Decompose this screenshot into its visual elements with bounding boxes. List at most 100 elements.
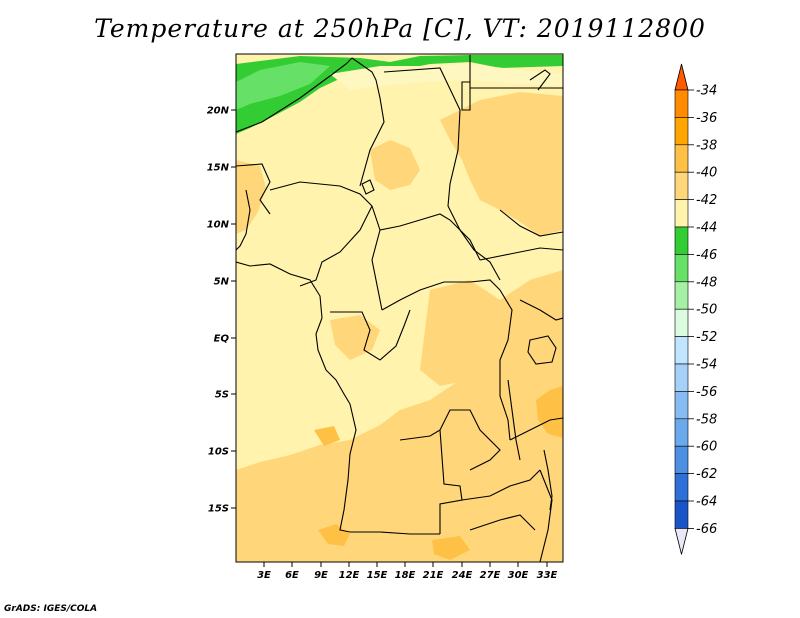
colorbar: -34 -36 -38 -40 -42 -44 -46 -48 -50 -52 -54 -56 -58 -… xyxy=(674,63,717,555)
lon-label: 3E xyxy=(257,570,271,581)
lon-label: 15E xyxy=(367,570,388,581)
border-gabon-congo xyxy=(330,309,411,361)
lon-label: 12E xyxy=(339,570,360,581)
colorbar-segment xyxy=(674,473,689,502)
contour-warm-gabon xyxy=(330,315,380,360)
contour-warmer-gulf xyxy=(314,426,340,446)
colorbar-label: -58 xyxy=(696,412,717,427)
colorbar-label: -34 xyxy=(696,84,717,99)
border-nigeria-cameroon xyxy=(299,205,373,287)
lake-malawi xyxy=(543,449,553,511)
border-tanzania xyxy=(509,417,563,441)
colorbar-label: -46 xyxy=(696,248,717,263)
lon-label: 30E xyxy=(508,570,529,581)
lon-label: 27E xyxy=(480,570,501,581)
coastline-red-sea xyxy=(529,69,551,91)
border-mali-burkina xyxy=(236,163,271,215)
contour-warm-west xyxy=(236,160,266,234)
colorbar-label: -64 xyxy=(696,495,717,510)
colorbar-segment xyxy=(674,89,689,118)
contour-warmer-lakes xyxy=(536,386,563,438)
border-chad-sudan xyxy=(383,67,501,281)
border-niger-libya xyxy=(351,57,385,187)
colorbar-segment xyxy=(674,336,689,365)
colorbar-label: -50 xyxy=(696,303,717,318)
lat-label: EQ xyxy=(214,334,230,345)
lat-label: 10S xyxy=(208,447,229,458)
border-west-coast xyxy=(236,261,323,319)
colorbar-label: -62 xyxy=(696,467,717,482)
lon-label: 6E xyxy=(285,570,299,581)
colorbar-segment xyxy=(674,199,689,228)
lat-label: 5S xyxy=(215,390,229,401)
map-frame xyxy=(235,53,564,563)
country-borders xyxy=(236,55,563,562)
border-zimbabwe xyxy=(469,514,536,531)
border-libya-egypt xyxy=(461,55,471,111)
lat-label: 20N xyxy=(207,106,230,117)
colorbar-segment xyxy=(674,144,689,173)
credit-text: GrADS: IGES/COLA xyxy=(4,604,98,614)
border-drc-east xyxy=(499,289,513,441)
colorbar-label: -52 xyxy=(696,330,717,345)
contour-green-light xyxy=(236,62,330,110)
lon-label: 18E xyxy=(395,570,416,581)
contour-warm-congo xyxy=(420,280,505,386)
lake-victoria xyxy=(527,335,557,365)
colorbar-bottom-arrow xyxy=(674,528,689,555)
lon-label: 24E xyxy=(452,570,473,581)
contour-warm-central xyxy=(370,140,420,190)
lon-label: 33E xyxy=(537,570,558,581)
border-mozambique xyxy=(539,469,553,562)
colorbar-label: -40 xyxy=(696,166,717,181)
colorbar-label: -42 xyxy=(696,193,717,208)
border-cameroon-car xyxy=(371,205,383,311)
coastline-gabon xyxy=(315,317,351,405)
lon-label: 21E xyxy=(423,570,444,581)
border-drc-south xyxy=(399,409,501,471)
coastline-angola xyxy=(339,403,357,533)
contour-warmer-south xyxy=(318,524,350,546)
map-area xyxy=(236,54,563,562)
lat-label: 5N xyxy=(214,277,230,288)
colorbar-segment xyxy=(674,254,689,283)
chart-title: Temperature at 250hPa [C], VT: 201911280… xyxy=(94,14,706,43)
border-zambia xyxy=(461,469,541,501)
lon-label: 9E xyxy=(314,570,328,581)
colorbar-segment xyxy=(674,445,689,474)
colorbar-label: -60 xyxy=(696,440,717,455)
colorbar-segment xyxy=(674,363,689,392)
lat-label: 15N xyxy=(207,163,230,174)
contour-pale-north xyxy=(330,64,563,90)
lat-axis: 20N 15N 10N 5N EQ 5S 10S 15S xyxy=(207,106,236,515)
colorbar-label: -54 xyxy=(696,358,717,373)
border-angola-east xyxy=(439,429,463,534)
colorbar-segment xyxy=(674,171,689,200)
colorbar-label: -44 xyxy=(696,221,717,236)
colorbar-label: -48 xyxy=(696,275,717,290)
colorbar-segment xyxy=(674,391,689,420)
border-algeria-mali xyxy=(236,57,353,133)
lon-axis: 3E 6E 9E 12E 15E 18E 21E 24E 27E 30E 33E xyxy=(257,562,558,581)
colorbar-segment xyxy=(674,418,689,447)
colorbar-label: -38 xyxy=(696,138,717,153)
colorbar-segment xyxy=(674,226,689,255)
contour-warm-northeast xyxy=(440,92,563,236)
border-ethiopia xyxy=(499,209,563,237)
border-car-chad xyxy=(379,213,481,261)
border-car-congo xyxy=(381,279,501,311)
colorbar-segment xyxy=(674,308,689,337)
lake-tanganyika xyxy=(507,379,521,461)
border-ghana-togo xyxy=(236,189,251,251)
border-south-sudan xyxy=(479,247,563,261)
colorbar-label: -36 xyxy=(696,111,717,126)
border-niger-nigeria xyxy=(269,181,373,207)
colorbar-segment xyxy=(674,117,689,146)
colorbar-segment xyxy=(674,500,689,529)
lat-label: 15S xyxy=(208,504,229,515)
lake-chad xyxy=(361,179,375,195)
colorbar-segment xyxy=(674,281,689,310)
lat-label: 10N xyxy=(207,220,230,231)
border-uganda-kenya xyxy=(519,299,563,321)
